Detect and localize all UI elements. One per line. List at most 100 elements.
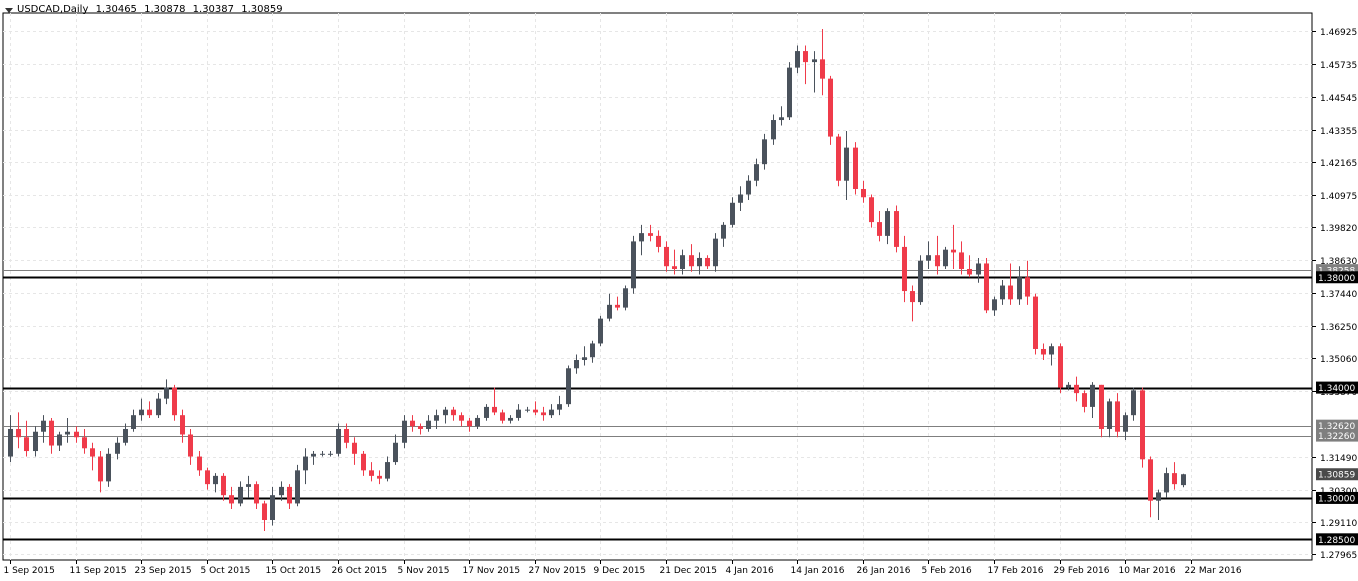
candle-bear[interactable]: [49, 420, 54, 446]
candle-bull[interactable]: [926, 255, 931, 261]
candle-bear[interactable]: [1041, 348, 1046, 355]
candle-bull[interactable]: [320, 453, 325, 455]
candle-bear[interactable]: [820, 59, 825, 79]
candle-bull[interactable]: [1107, 401, 1112, 429]
candle-bear[interactable]: [877, 222, 882, 236]
candle-bear[interactable]: [205, 470, 210, 485]
candle-bull[interactable]: [918, 260, 923, 303]
candle-bull[interactable]: [1000, 285, 1005, 300]
candle-bull[interactable]: [1131, 390, 1136, 416]
candle-bear[interactable]: [803, 51, 808, 63]
candle-bear[interactable]: [500, 412, 505, 421]
candle-bull[interactable]: [123, 428, 128, 443]
candle-bull[interactable]: [721, 224, 726, 239]
candle-bull[interactable]: [115, 442, 120, 454]
candle-bear[interactable]: [147, 409, 152, 416]
candle-bear[interactable]: [90, 448, 95, 457]
candle-bull[interactable]: [65, 431, 70, 435]
candle-bull[interactable]: [746, 180, 751, 195]
candle-bull[interactable]: [976, 263, 981, 275]
candle-bull[interactable]: [557, 404, 562, 410]
candle-bear[interactable]: [82, 437, 87, 449]
candle-bull[interactable]: [574, 360, 579, 369]
candle-bear[interactable]: [1033, 296, 1038, 349]
candle-bear[interactable]: [853, 147, 858, 189]
candle-bull[interactable]: [1090, 384, 1095, 407]
candle-bull[interactable]: [311, 453, 316, 457]
candle-bull[interactable]: [1017, 277, 1022, 300]
candle-bear[interactable]: [541, 412, 546, 416]
candle-bear[interactable]: [861, 188, 866, 198]
candle-bull[interactable]: [246, 484, 251, 487]
candle-bull[interactable]: [475, 417, 480, 427]
candle-bear[interactable]: [959, 252, 964, 269]
candle-bear[interactable]: [369, 470, 374, 476]
candle-bull[interactable]: [303, 456, 308, 471]
candle-bear[interactable]: [689, 255, 694, 267]
candle-bull[interactable]: [426, 420, 431, 429]
candle-bull[interactable]: [1123, 415, 1128, 432]
candle-bull[interactable]: [639, 233, 644, 242]
candle-bull[interactable]: [631, 241, 636, 289]
candle-bear[interactable]: [533, 409, 538, 413]
candle-bear[interactable]: [352, 442, 357, 454]
candle-bull[interactable]: [516, 409, 521, 418]
candle-bear[interactable]: [262, 503, 267, 521]
candle-bear[interactable]: [221, 475, 226, 496]
candle-bear[interactable]: [951, 249, 956, 253]
chart-menu-arrow-icon[interactable]: [5, 8, 13, 13]
candle-bear[interactable]: [418, 426, 423, 429]
candle-bear[interactable]: [836, 136, 841, 181]
candle-bull[interactable]: [525, 409, 530, 411]
candle-bear[interactable]: [229, 495, 234, 504]
candle-bear[interactable]: [467, 420, 472, 427]
candle-bull[interactable]: [680, 255, 685, 269]
candle-bear[interactable]: [902, 246, 907, 292]
candle-bull[interactable]: [238, 486, 243, 504]
candle-bull[interactable]: [787, 67, 792, 118]
candle-bear[interactable]: [910, 291, 915, 303]
candle-bull[interactable]: [623, 288, 628, 308]
candle-bear[interactable]: [1140, 390, 1145, 460]
candle-bull[interactable]: [33, 431, 38, 452]
candle-bull[interactable]: [385, 462, 390, 479]
candle-bear[interactable]: [1082, 393, 1087, 407]
candle-bear[interactable]: [935, 255, 940, 267]
candle-bull[interactable]: [992, 299, 997, 311]
candle-bull[interactable]: [738, 194, 743, 203]
candle-bull[interactable]: [1049, 346, 1054, 355]
candle-bull[interactable]: [213, 475, 218, 485]
candle-bull[interactable]: [885, 211, 890, 236]
candle-bear[interactable]: [1025, 277, 1030, 297]
candle-bull[interactable]: [484, 406, 489, 418]
candle-bear[interactable]: [894, 211, 899, 247]
candle-bull[interactable]: [582, 357, 587, 361]
candle-bear[interactable]: [828, 78, 833, 137]
candle-bull[interactable]: [1181, 474, 1186, 486]
candle-bull[interactable]: [41, 420, 46, 432]
candle-bull[interactable]: [598, 318, 603, 344]
candle-bull[interactable]: [8, 428, 13, 457]
candle-bear[interactable]: [672, 266, 677, 269]
candle-bull[interactable]: [812, 59, 817, 63]
candle-bull[interactable]: [590, 343, 595, 358]
candle-bear[interactable]: [254, 484, 259, 504]
candle-bear[interactable]: [16, 428, 21, 438]
candle-bear[interactable]: [197, 456, 202, 471]
candle-bear[interactable]: [1058, 346, 1063, 388]
candle-bear[interactable]: [344, 428, 349, 443]
candle-bear[interactable]: [1172, 473, 1177, 485]
candle-bear[interactable]: [656, 235, 661, 247]
candle-bull[interactable]: [443, 409, 448, 416]
candle-bull[interactable]: [139, 409, 144, 416]
candle-bear[interactable]: [869, 197, 874, 223]
candle-bull[interactable]: [131, 415, 136, 429]
candle-bull[interactable]: [1156, 492, 1161, 501]
candle-bull[interactable]: [434, 415, 439, 421]
candle-bear[interactable]: [377, 475, 382, 479]
candle-bear[interactable]: [188, 434, 193, 457]
candle-bear[interactable]: [172, 387, 177, 416]
candle-bull[interactable]: [713, 238, 718, 267]
candle-bear[interactable]: [1099, 384, 1104, 429]
candle-bear[interactable]: [492, 406, 497, 413]
